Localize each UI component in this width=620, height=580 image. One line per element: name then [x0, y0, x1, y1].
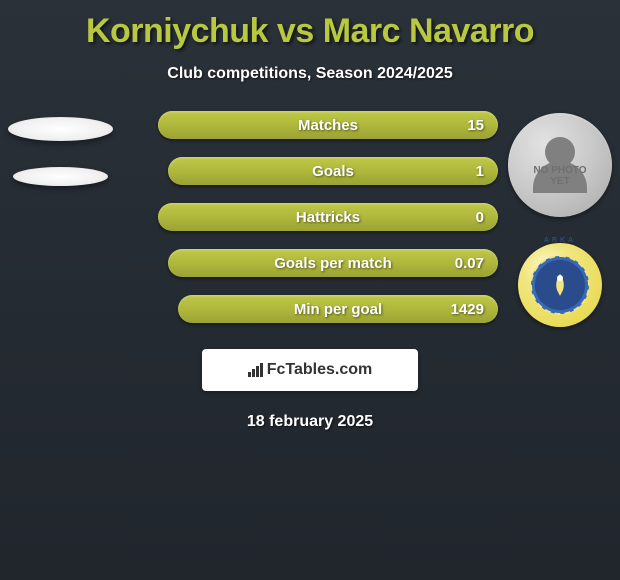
avatar-no-photo-text: NO PHOTOYET: [533, 165, 586, 187]
stat-row: Goals 1: [123, 157, 498, 185]
left-ellipse-top: [8, 117, 113, 141]
page-title: Korniychuk vs Marc Navarro: [0, 0, 620, 51]
stat-value: 0: [476, 209, 484, 226]
player-avatar-placeholder: NO PHOTOYET: [508, 113, 612, 217]
content-region: Matches 15 Goals 1 Hattricks 0 Goals per match…: [0, 111, 620, 327]
stat-value: 1429: [451, 301, 484, 318]
badge-inner-icon: [531, 256, 589, 314]
stats-bars: Matches 15 Goals 1 Hattricks 0 Goals per match…: [113, 111, 508, 323]
stat-bar: Min per goal 1429: [178, 295, 498, 323]
mermaid-icon: [545, 270, 575, 300]
bar-chart-icon: [248, 363, 263, 377]
footer-brand-box: FcTables.com: [202, 349, 418, 391]
left-player-column: [8, 111, 113, 186]
stat-row: Goals per match 0.07: [123, 249, 498, 277]
badge-text: ARKA: [544, 237, 576, 244]
stat-row: Matches 15: [123, 111, 498, 139]
stat-value: 15: [467, 117, 484, 134]
stat-value: 0.07: [455, 255, 484, 272]
stat-bar: Matches 15: [158, 111, 498, 139]
right-player-column: NO PHOTOYET ARKA: [508, 111, 612, 327]
stat-value: 1: [476, 163, 484, 180]
date-text: 18 february 2025: [0, 413, 620, 431]
stat-row: Hattricks 0: [123, 203, 498, 231]
stat-bar: Goals 1: [168, 157, 498, 185]
stat-bar: Goals per match 0.07: [168, 249, 498, 277]
stat-label: Matches: [298, 117, 358, 134]
subtitle: Club competitions, Season 2024/2025: [0, 65, 620, 83]
stat-label: Hattricks: [296, 209, 360, 226]
stat-label: Goals per match: [274, 255, 392, 272]
club-badge: ARKA: [518, 243, 602, 327]
stat-row: Min per goal 1429: [123, 295, 498, 323]
left-ellipse-bottom: [13, 167, 108, 186]
stat-bar: Hattricks 0: [158, 203, 498, 231]
stat-label: Min per goal: [294, 301, 382, 318]
stat-label: Goals: [312, 163, 354, 180]
footer-brand-text: FcTables.com: [267, 361, 373, 379]
